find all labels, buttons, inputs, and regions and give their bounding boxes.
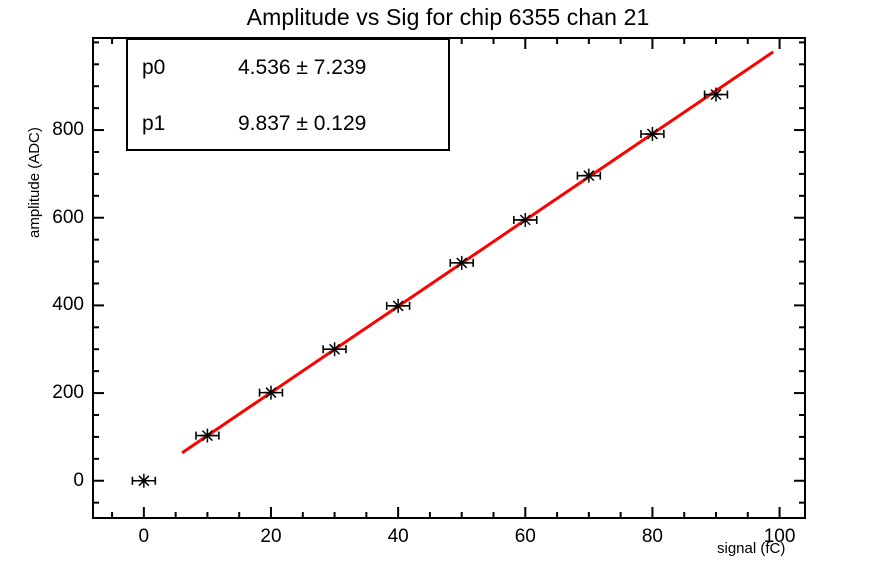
- x-tick-label: 80: [641, 526, 663, 547]
- stats-row: p1 9.837 ± 0.129: [128, 96, 448, 152]
- data-point: [131, 473, 157, 488]
- stats-param-value: 4.536 ± 7.239: [238, 56, 367, 79]
- stats-param-value: 9.837 ± 0.129: [238, 112, 367, 135]
- data-points: [131, 87, 729, 488]
- data-point: [640, 127, 665, 141]
- page-title: Amplitude vs Sig for chip 6355 chan 21: [246, 4, 650, 30]
- data-point: [258, 385, 284, 400]
- y-tick-label: 200: [52, 382, 84, 404]
- y-tick-label: 800: [52, 119, 84, 141]
- axis-ticks: [93, 38, 805, 518]
- data-point: [703, 87, 729, 102]
- fit-line: [181, 50, 775, 455]
- stats-param-name: p1: [142, 112, 166, 135]
- x-tick-label: 100: [763, 526, 796, 547]
- x-tick-label: 20: [260, 526, 282, 547]
- y-tick-label: 400: [52, 294, 84, 316]
- data-point: [576, 168, 602, 183]
- x-axis-label: signal (fC): [717, 540, 786, 557]
- x-tick-label: 60: [514, 526, 536, 547]
- fit-stats-box: p0 4.536 ± 7.239 p1 9.837 ± 0.129: [126, 38, 450, 151]
- y-tick-label: 600: [52, 206, 84, 228]
- data-point: [195, 428, 220, 443]
- y-tick-label: 0: [73, 469, 84, 491]
- stats-param-name: p0: [142, 56, 166, 79]
- x-tick-label: 40: [387, 526, 409, 547]
- data-point: [513, 212, 538, 227]
- data-point: [322, 342, 347, 357]
- data-point: [449, 255, 474, 270]
- stats-row: p0 4.536 ± 7.239: [128, 40, 448, 96]
- data-point: [385, 298, 411, 313]
- x-tick-label: 0: [138, 526, 150, 547]
